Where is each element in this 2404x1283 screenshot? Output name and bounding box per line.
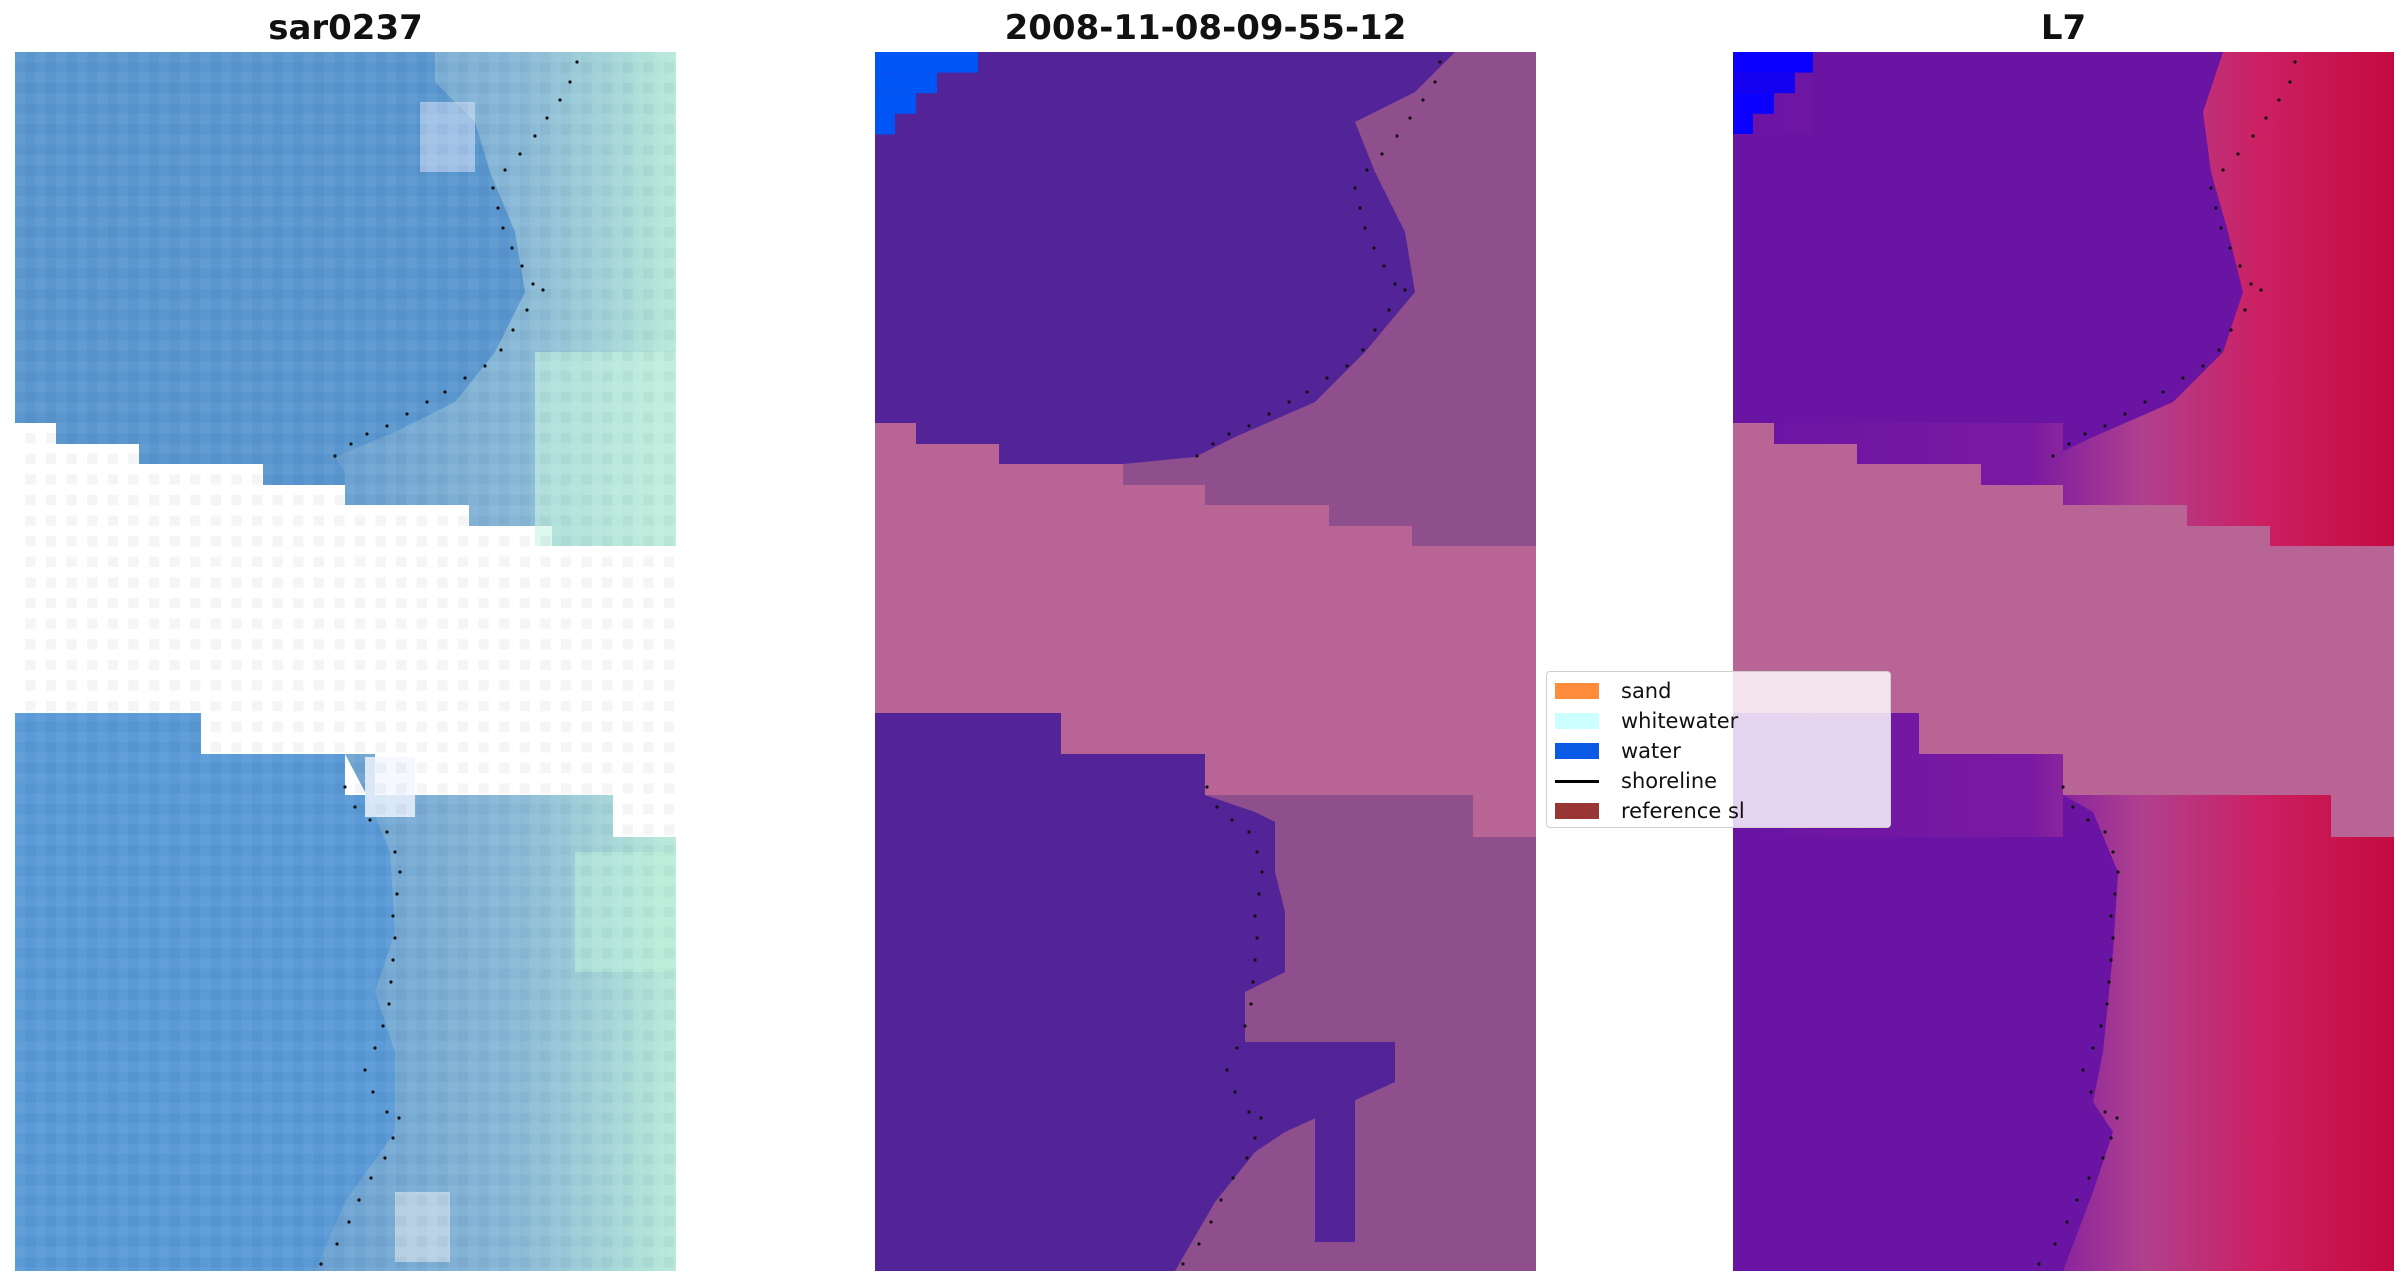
class-land-bottom xyxy=(1175,795,1536,1271)
legend-item-water: water xyxy=(1555,738,1681,764)
classification-image-panel xyxy=(875,52,1536,1271)
index-image-panel xyxy=(1733,52,2394,1271)
class-blue-corner xyxy=(875,52,978,73)
class-land-top xyxy=(1123,52,1536,546)
class-nodata-band xyxy=(875,423,1536,837)
rgb-image-panel xyxy=(15,52,676,1271)
index-image xyxy=(1733,52,2394,1271)
legend-item-reference-sl: reference sl xyxy=(1555,798,1745,824)
panel-title-date: 2008-11-08-09-55-12 xyxy=(1004,8,1407,48)
panel-title-l7: L7 xyxy=(2040,8,2087,48)
index-blue-corner xyxy=(1733,52,1815,73)
reference-sl-swatch-icon xyxy=(1555,803,1599,819)
shoreline-line-icon xyxy=(1555,779,1599,783)
shoreline-dots-rgb xyxy=(319,60,579,1266)
legend-label-whitewater: whitewater xyxy=(1621,709,1739,733)
sand-swatch-icon xyxy=(1555,683,1599,699)
legend-label-water: water xyxy=(1621,739,1681,763)
index-nodata-band xyxy=(1733,423,2394,837)
legend-label-shoreline: shoreline xyxy=(1621,769,1718,793)
panel-title-sar0237: sar0237 xyxy=(268,8,423,48)
classification-image xyxy=(875,52,1536,1271)
shoreline-dots-class xyxy=(1181,60,1442,1266)
whitewater-swatch-icon xyxy=(1555,713,1599,729)
legend-label-sand: sand xyxy=(1621,679,1672,703)
water-swatch-icon xyxy=(1555,743,1599,759)
shoreline-dots-index xyxy=(2037,60,2297,1266)
legend-item-whitewater: whitewater xyxy=(1555,708,1738,734)
rgb-image xyxy=(15,52,676,1271)
legend-item-sand: sand xyxy=(1555,678,1671,704)
legend-item-shoreline: shoreline xyxy=(1555,768,1717,794)
legend-label-reference-sl: reference sl xyxy=(1621,799,1745,823)
legend: sand whitewater water shoreline referenc… xyxy=(1546,671,1891,828)
